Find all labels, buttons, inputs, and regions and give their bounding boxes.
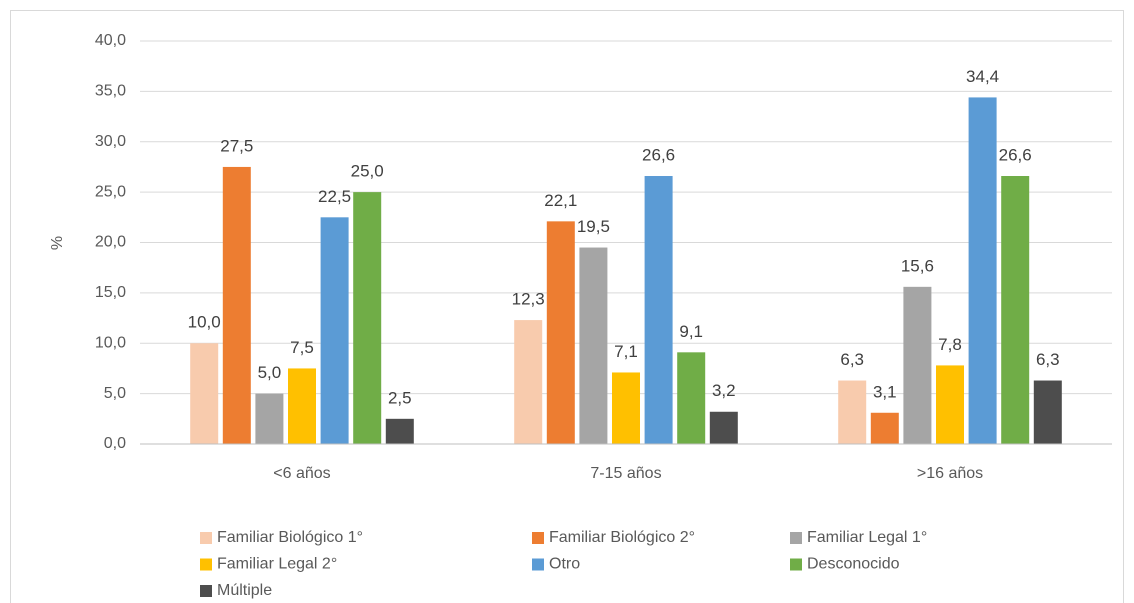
bar	[644, 176, 673, 444]
data-label: 7,1	[614, 342, 638, 361]
data-label: 34,4	[966, 67, 999, 86]
bar	[903, 286, 932, 444]
legend-swatch	[790, 558, 802, 571]
legend-swatch	[200, 558, 212, 571]
legend-label: Familiar Legal 2°	[217, 556, 337, 573]
x-tick-label: <6 años	[273, 465, 330, 482]
data-label: 3,1	[873, 382, 897, 401]
bar	[222, 166, 251, 444]
bar	[546, 221, 575, 444]
bar	[1033, 380, 1062, 444]
legend-swatch	[200, 532, 212, 544]
y-tick-label: 30,0	[95, 133, 126, 150]
bar	[288, 368, 316, 444]
y-tick-label: 0,0	[104, 435, 126, 452]
bar	[870, 412, 899, 444]
y-tick-label: 25,0	[95, 183, 126, 200]
data-label: 7,8	[938, 335, 962, 354]
data-label: 6,3	[840, 350, 864, 369]
data-label: 27,5	[220, 136, 253, 155]
bar	[579, 247, 608, 444]
legend-label: Familiar Biológico 2°	[549, 529, 695, 546]
x-tick-label: 7-15 años	[590, 465, 661, 482]
bar	[838, 380, 867, 444]
data-label: 6,3	[1036, 350, 1060, 369]
bar	[677, 352, 706, 444]
y-axis-label: %	[49, 236, 66, 250]
chart-border	[10, 10, 1124, 603]
bar	[936, 365, 964, 444]
y-tick-label: 5,0	[104, 385, 126, 402]
data-label: 19,5	[577, 217, 610, 236]
legend-swatch	[532, 558, 544, 571]
data-label: 10,0	[188, 313, 221, 332]
bar	[190, 343, 219, 444]
legend-swatch	[200, 585, 212, 597]
bar	[385, 418, 414, 444]
data-label: 26,6	[999, 145, 1032, 164]
y-tick-label: 40,0	[95, 32, 126, 49]
legend-swatch	[790, 532, 802, 544]
bar	[514, 320, 543, 444]
y-tick-label: 20,0	[95, 234, 126, 251]
data-label: 26,6	[642, 145, 675, 164]
data-label: 22,5	[318, 187, 351, 206]
bar	[968, 97, 997, 445]
y-tick-label: 10,0	[95, 334, 126, 351]
y-tick-label: 15,0	[95, 284, 126, 301]
bar	[1001, 176, 1030, 444]
bar	[612, 372, 640, 444]
legend-label: Familiar Biológico 1°	[217, 529, 363, 546]
data-label: 3,2	[712, 381, 736, 400]
data-label: 25,0	[351, 162, 384, 181]
data-label: 9,1	[679, 322, 703, 341]
legend-label: Múltiple	[217, 582, 272, 599]
x-tick-label: >16 años	[917, 465, 983, 482]
legend-swatch	[532, 532, 544, 544]
bar	[709, 411, 738, 444]
legend-label: Otro	[549, 556, 580, 573]
data-label: 7,5	[290, 338, 314, 357]
bar	[353, 192, 382, 444]
bar	[320, 217, 349, 444]
bar	[255, 393, 284, 444]
legend-label: Familiar Legal 1°	[807, 529, 927, 546]
data-label: 12,3	[512, 290, 545, 309]
y-tick-label: 35,0	[95, 83, 126, 100]
data-label: 15,6	[901, 256, 934, 275]
data-label: 22,1	[544, 191, 577, 210]
legend-label: Desconocido	[807, 556, 900, 573]
data-label: 2,5	[388, 388, 412, 407]
data-label: 5,0	[258, 363, 282, 382]
